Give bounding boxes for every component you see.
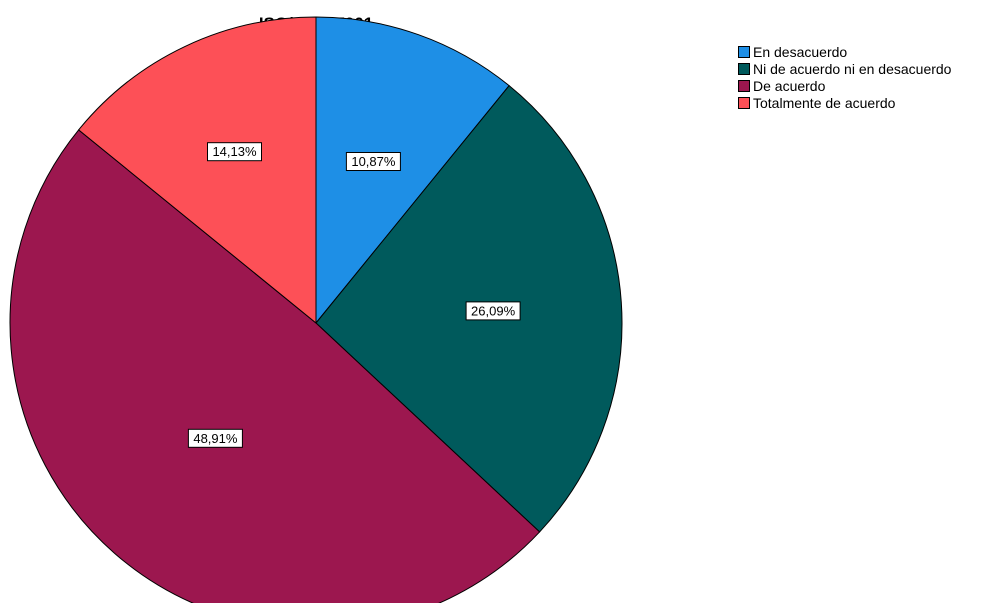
legend-item-en-desacuerdo: En desacuerdo bbox=[738, 43, 951, 60]
legend-item-ni-de-acuerdo-ni-en-desacuerdo: Ni de acuerdo ni en desacuerdo bbox=[738, 60, 951, 77]
pie-data-label-text: 26,09% bbox=[471, 303, 516, 318]
legend-item-de-acuerdo: De acuerdo bbox=[738, 77, 951, 94]
pie-data-label-text: 14,13% bbox=[212, 144, 257, 159]
pie-slices bbox=[9, 16, 623, 603]
legend: En desacuerdo Ni de acuerdo ni en desacu… bbox=[738, 43, 951, 111]
legend-swatch bbox=[738, 79, 750, 92]
pie-data-label: 26,09% bbox=[465, 301, 521, 321]
legend-swatch bbox=[738, 62, 750, 75]
pie-slice-en-desacuerdo bbox=[315, 16, 510, 325]
legend-swatch bbox=[738, 45, 750, 58]
pie-slice-de-acuerdo bbox=[9, 129, 541, 603]
legend-label: En desacuerdo bbox=[753, 43, 848, 60]
legend-item-totalmente-de-acuerdo: Totalmente de acuerdo bbox=[738, 94, 951, 111]
pie-slice-totalmente-de-acuerdo bbox=[77, 16, 317, 325]
pie-data-label-text: 10,87% bbox=[351, 154, 396, 169]
pie-data-label-box bbox=[345, 152, 401, 171]
pie-data-label: 48,91% bbox=[187, 428, 243, 448]
legend-swatch bbox=[738, 96, 750, 109]
legend-label: De acuerdo bbox=[753, 77, 826, 94]
pie-data-labels: 10,87% 26,09% 48,91% 14,13% bbox=[187, 142, 521, 448]
pie-data-label-box bbox=[207, 142, 262, 162]
legend-label: Totalmente de acuerdo bbox=[753, 94, 896, 111]
pie-data-label: 14,13% bbox=[207, 142, 262, 162]
legend-label: Ni de acuerdo ni en desacuerdo bbox=[753, 60, 952, 77]
pie-data-label-box bbox=[187, 428, 243, 448]
pie-data-label: 10,87% bbox=[345, 152, 401, 171]
pie-data-label-box bbox=[465, 301, 521, 321]
pie-data-label-text: 48,91% bbox=[193, 431, 238, 446]
